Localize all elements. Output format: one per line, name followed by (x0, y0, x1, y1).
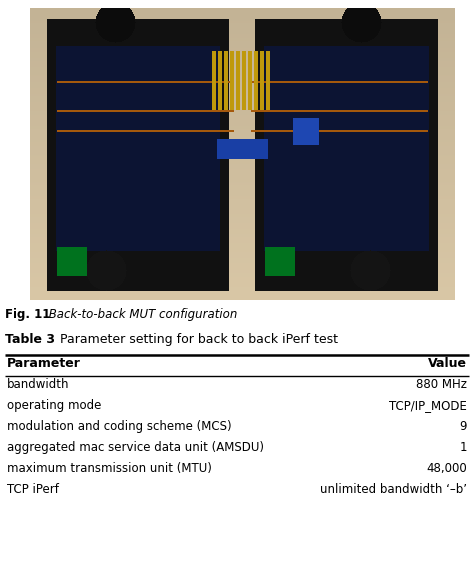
Text: Table 3: Table 3 (5, 333, 55, 346)
Text: maximum transmission unit (MTU): maximum transmission unit (MTU) (7, 462, 212, 475)
Text: modulation and coding scheme (MCS): modulation and coding scheme (MCS) (7, 420, 232, 433)
Text: Parameter: Parameter (7, 357, 81, 370)
Text: Back-to-back MUT configuration: Back-to-back MUT configuration (45, 308, 237, 321)
Text: Parameter setting for back to back iPerf test: Parameter setting for back to back iPerf… (60, 333, 338, 346)
Text: 880 MHz: 880 MHz (416, 378, 467, 391)
Text: 9: 9 (459, 420, 467, 433)
Text: unlimited bandwidth ‘–b’: unlimited bandwidth ‘–b’ (320, 483, 467, 496)
Text: Value: Value (428, 357, 467, 370)
Text: 1: 1 (459, 441, 467, 454)
Text: 48,000: 48,000 (426, 462, 467, 475)
Text: TCP/IP_MODE: TCP/IP_MODE (389, 399, 467, 412)
Text: Fig. 11: Fig. 11 (5, 308, 50, 321)
Text: operating mode: operating mode (7, 399, 101, 412)
Text: TCP iPerf: TCP iPerf (7, 483, 59, 496)
Text: bandwidth: bandwidth (7, 378, 70, 391)
Text: aggregated mac service data unit (AMSDU): aggregated mac service data unit (AMSDU) (7, 441, 264, 454)
